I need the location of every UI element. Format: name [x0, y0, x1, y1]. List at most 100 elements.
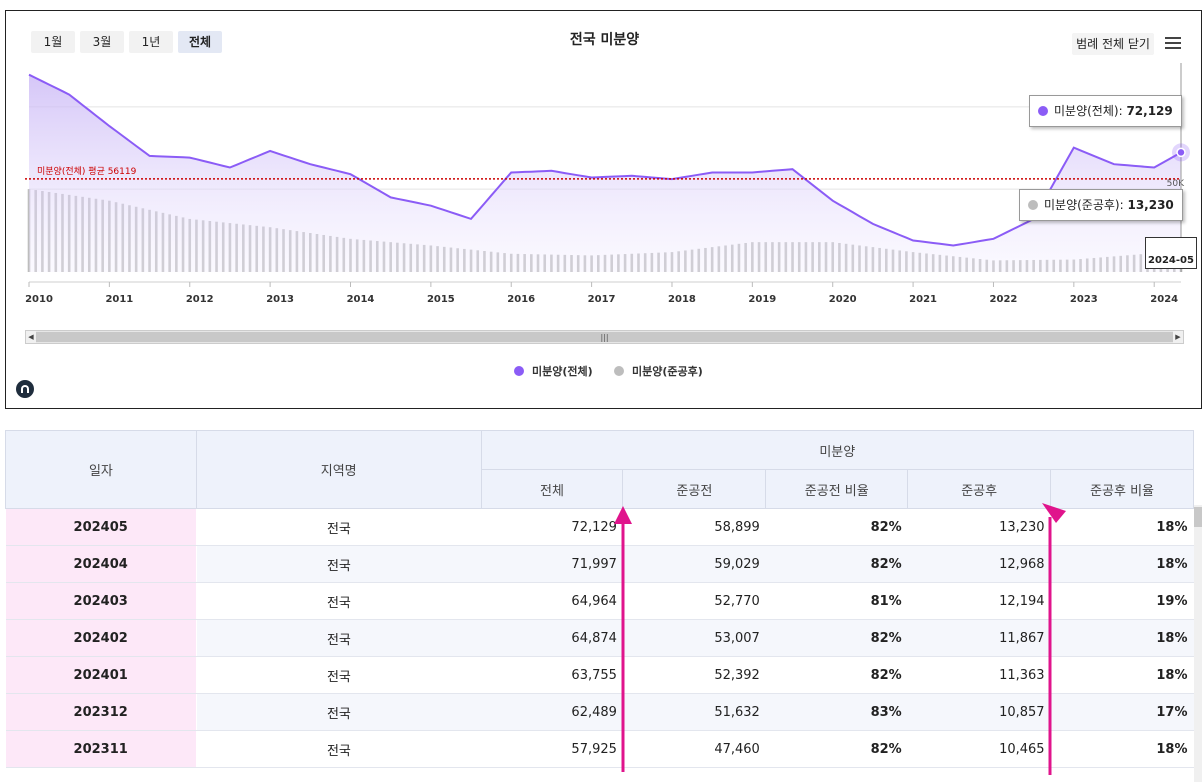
cell-total: 62,489: [481, 693, 623, 731]
cell-date: 202404: [5, 545, 197, 583]
range-1y-button[interactable]: 1년: [129, 31, 173, 53]
cell-date: 202401: [5, 656, 197, 694]
cell-post: 12,194: [907, 582, 1051, 620]
chart-svg: 미분양(전체) 평균 56119 2010 2011 2012 2013 2014 201…: [25, 63, 1190, 305]
x-tick-label: 2023: [1070, 294, 1098, 305]
series-dot-icon: [1038, 106, 1048, 116]
cell-pre-ratio: 82%: [765, 545, 908, 583]
header-region[interactable]: 지역명: [195, 430, 482, 509]
cell-post: 12,968: [907, 545, 1051, 583]
cell-region: 전국: [196, 545, 482, 583]
avg-line-label: 미분양(전체) 평균 56119: [37, 166, 137, 177]
table-row[interactable]: 202311 전국 57,925 47,460 82% 10,465 18%: [5, 730, 1194, 768]
chart-horizontal-scrollbar[interactable]: ◀ ||| ▶: [25, 330, 1184, 344]
x-tick-label: 2013: [266, 294, 294, 305]
legend-dot-icon: [514, 366, 524, 376]
legend-label: 미분양(준공후): [632, 365, 703, 378]
cell-region: 전국: [196, 619, 482, 657]
cell-pre-ratio: 83%: [765, 693, 908, 731]
cell-pre-ratio: 82%: [765, 730, 908, 768]
header-total[interactable]: 전체: [480, 469, 624, 509]
grip-icon: |||: [600, 333, 609, 342]
x-tick-label: 2020: [829, 294, 857, 305]
header-pre-ratio[interactable]: 준공전 비율: [765, 469, 909, 509]
tooltip-completed-label: 미분양(준공후): [1044, 198, 1120, 212]
cell-total: 71,997: [481, 545, 623, 583]
y-tick-label: 50K: [1167, 179, 1185, 189]
range-all-button[interactable]: 전체: [178, 31, 222, 53]
cell-total: 63,755: [481, 656, 623, 694]
header-group: 미분양: [480, 430, 1195, 470]
hover-point: [1176, 147, 1186, 158]
cell-pre: 51,632: [622, 693, 766, 731]
cell-post-ratio: 18%: [1050, 730, 1194, 768]
cell-region: 전국: [196, 656, 482, 694]
legend-item-completed[interactable]: 미분양(준공후): [614, 363, 703, 379]
x-tick-label: 2011: [105, 294, 133, 305]
legend-label: 미분양(전체): [532, 365, 593, 378]
hamburger-menu-icon[interactable]: [1165, 37, 1181, 50]
cell-pre: 59,029: [622, 545, 766, 583]
x-tick-label: 2021: [909, 294, 937, 305]
cell-pre: 52,770: [622, 582, 766, 620]
x-tick-label: 2012: [186, 294, 214, 305]
brand-logo-icon: [16, 380, 34, 398]
cell-pre: 53,007: [622, 619, 766, 657]
x-tick-label: 2017: [588, 294, 616, 305]
scroll-thumb[interactable]: |||: [36, 332, 1173, 342]
legend-item-total[interactable]: 미분양(전체): [514, 363, 593, 379]
chart-title: 전국 미분양: [569, 32, 640, 48]
cell-post-ratio: 18%: [1050, 508, 1194, 546]
table-row[interactable]: 202402 전국 64,874 53,007 82% 11,867 18%: [5, 619, 1194, 657]
cell-post-ratio: 18%: [1050, 545, 1194, 583]
table-row[interactable]: 202312 전국 62,489 51,632 83% 10,857 17%: [5, 693, 1194, 731]
table-vertical-scrollbar[interactable]: [1194, 505, 1202, 782]
cell-post: 13,230: [907, 508, 1051, 546]
scroll-right-icon[interactable]: ▶: [1173, 331, 1183, 343]
cell-pre-ratio: 82%: [765, 619, 908, 657]
x-tick-label: 2016: [507, 294, 535, 305]
cell-total: 64,964: [481, 582, 623, 620]
legend-toggle-button[interactable]: 범례 전체 닫기: [1072, 33, 1154, 55]
tooltip-completed: 미분양(준공후): 13,230: [1019, 189, 1183, 221]
cell-region: 전국: [196, 730, 482, 768]
scroll-thumb[interactable]: [1194, 507, 1202, 527]
tooltip-completed-value: 13,230: [1127, 198, 1174, 212]
cell-region: 전국: [196, 508, 482, 546]
tooltip-total: 미분양(전체): 72,129: [1029, 95, 1182, 127]
cell-post-ratio: 18%: [1050, 656, 1194, 694]
data-table: 일자 지역명 미분양 전체 준공전 준공전 비율 준공후 준공후 비율 2024…: [5, 430, 1195, 768]
cell-pre-ratio: 82%: [765, 508, 908, 546]
cell-post: 11,867: [907, 619, 1051, 657]
cell-date: 202403: [5, 582, 197, 620]
table-row[interactable]: 202401 전국 63,755 52,392 82% 11,363 18%: [5, 656, 1194, 694]
cell-region: 전국: [196, 693, 482, 731]
series-dot-icon: [1028, 200, 1038, 210]
x-tick-label: 2024: [1150, 294, 1178, 305]
table-row[interactable]: 202403 전국 64,964 52,770 81% 12,194 19%: [5, 582, 1194, 620]
range-3m-button[interactable]: 3월: [80, 31, 124, 53]
range-1m-button[interactable]: 1월: [31, 31, 75, 53]
scroll-left-icon[interactable]: ◀: [26, 331, 36, 343]
chart-panel: 1월 3월 1년 전체 전국 미분양 범례 전체 닫기 미분양(전체) 평균 5…: [5, 10, 1202, 409]
x-tick-label: 2019: [748, 294, 776, 305]
header-date[interactable]: 일자: [5, 430, 197, 509]
table-row[interactable]: 202404 전국 71,997 59,029 82% 12,968 18%: [5, 545, 1194, 583]
x-tick-label: 2010: [25, 294, 53, 305]
x-tick-label: 2022: [990, 294, 1018, 305]
legend-dot-icon: [614, 366, 624, 376]
cell-post-ratio: 18%: [1050, 619, 1194, 657]
tooltip-total-value: 72,129: [1126, 104, 1173, 118]
header-post-ratio[interactable]: 준공후 비율: [1050, 469, 1194, 509]
cell-post: 10,857: [907, 693, 1051, 731]
cell-date: 202311: [5, 730, 197, 768]
header-pre[interactable]: 준공전: [622, 469, 767, 509]
cell-post-ratio: 17%: [1050, 693, 1194, 731]
table-row[interactable]: 202405 전국 72,129 58,899 82% 13,230 18%: [5, 508, 1194, 546]
cell-pre-ratio: 81%: [765, 582, 908, 620]
cell-pre: 52,392: [622, 656, 766, 694]
cell-post-ratio: 19%: [1050, 582, 1194, 620]
x-tick-label: 2018: [668, 294, 696, 305]
cell-post: 10,465: [907, 730, 1051, 768]
header-post[interactable]: 준공후: [907, 469, 1052, 509]
